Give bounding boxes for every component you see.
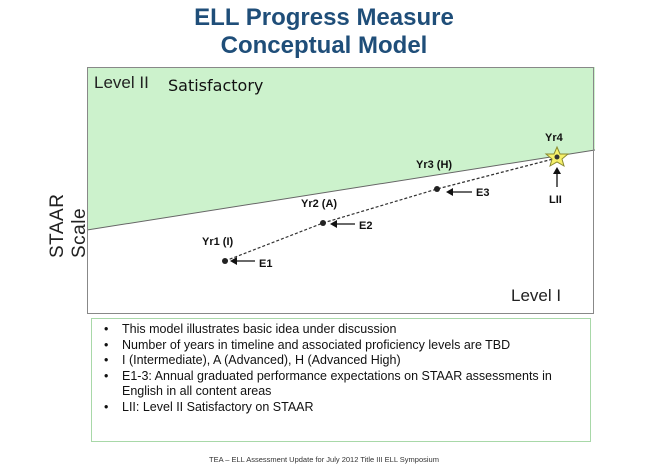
label-lii: LII xyxy=(549,194,562,206)
level-2-threshold-line xyxy=(87,149,595,231)
label-yr1: Yr1 (I) xyxy=(202,236,234,248)
arrowhead-e1 xyxy=(230,257,237,265)
satisfactory-label: Satisfactory xyxy=(168,76,263,95)
note-item: Number of years in timeline and associat… xyxy=(102,338,590,354)
progress-diagram: Level II Satisfactory Level I Yr1 (I) Yr… xyxy=(87,67,595,315)
footer-text: TEA – ELL Assessment Update for July 201… xyxy=(209,455,439,464)
point-yr4 xyxy=(554,154,560,160)
level-1-label: Level I xyxy=(511,286,561,305)
arrowhead-e3 xyxy=(446,188,453,196)
arrowhead-e2 xyxy=(330,220,337,228)
progression-line xyxy=(224,157,558,262)
point-yr2 xyxy=(320,220,326,226)
label-e2: E2 xyxy=(359,220,372,232)
label-e3: E3 xyxy=(476,187,489,199)
diagram-frame xyxy=(87,67,594,314)
title-line-1: ELL Progress Measure xyxy=(194,4,454,31)
label-yr3: Yr3 (H) xyxy=(416,159,452,171)
label-e1: E1 xyxy=(259,258,272,270)
y-axis-label: STAAR Scale xyxy=(47,193,90,258)
label-yr2: Yr2 (A) xyxy=(301,198,337,210)
label-yr4: Yr4 xyxy=(545,132,564,144)
note-item: E1-3: Annual graduated performance expec… xyxy=(102,369,590,400)
slide-title: ELL Progress Measure Conceptual Model xyxy=(0,4,648,60)
arrowhead-lii xyxy=(553,167,561,174)
note-item: LII: Level II Satisfactory on STAAR xyxy=(102,400,590,416)
point-yr3 xyxy=(434,186,440,192)
point-yr1 xyxy=(222,258,228,264)
title-line-2: Conceptual Model xyxy=(220,32,428,59)
level-2-label: Level II xyxy=(94,73,149,92)
notes-list: This model illustrates basic idea under … xyxy=(92,319,590,416)
note-item: I (Intermediate), A (Advanced), H (Advan… xyxy=(102,353,590,369)
notes-box: This model illustrates basic idea under … xyxy=(91,318,591,442)
note-item: This model illustrates basic idea under … xyxy=(102,322,590,338)
level-2-region xyxy=(87,67,595,230)
